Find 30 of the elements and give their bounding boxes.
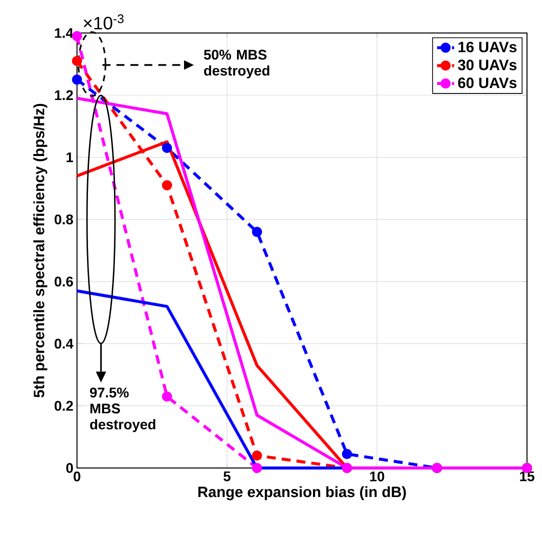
- y-tick-label: 1.4: [54, 28, 74, 38]
- y-tick-label: 1: [66, 152, 74, 162]
- x-tick-label: 5: [224, 472, 230, 482]
- y-tick-label: 0: [66, 463, 73, 473]
- x-tick-label: 15: [520, 472, 534, 482]
- x-tick-label: 10: [370, 472, 384, 482]
- legend-label: 60 UAVs: [458, 78, 516, 88]
- point: [252, 450, 262, 461]
- point: [162, 180, 172, 190]
- x-tick-label: 0: [74, 472, 80, 482]
- y-tick-label: 0.6: [54, 276, 73, 287]
- y-tick-label: 0.2: [54, 400, 73, 411]
- x-axis-title: Range expansion bias (in dB): [198, 486, 406, 500]
- point: [162, 391, 172, 402]
- point: [72, 74, 82, 85]
- legend-label: 16 UAVs: [458, 42, 516, 52]
- legend-label: 30 UAVs: [458, 60, 516, 70]
- point: [72, 56, 82, 66]
- y-axis-title: 5th percentile spectral efficiency (bps/Hz): [33, 104, 48, 398]
- annotation: 50% MBS destroyed: [204, 50, 270, 78]
- annotation: 97.5% MBS destroyed: [90, 388, 156, 432]
- point: [162, 142, 172, 154]
- point: [72, 31, 82, 42]
- y-tick-label: 1.2: [54, 90, 73, 100]
- point: [252, 226, 262, 237]
- point: [342, 448, 352, 460]
- y-tick-label: 0.8: [54, 214, 74, 224]
- text: ×10$^{-3}$: [84, 14, 124, 30]
- point: [252, 462, 262, 474]
- y-tick-label: 0.4: [54, 338, 74, 349]
